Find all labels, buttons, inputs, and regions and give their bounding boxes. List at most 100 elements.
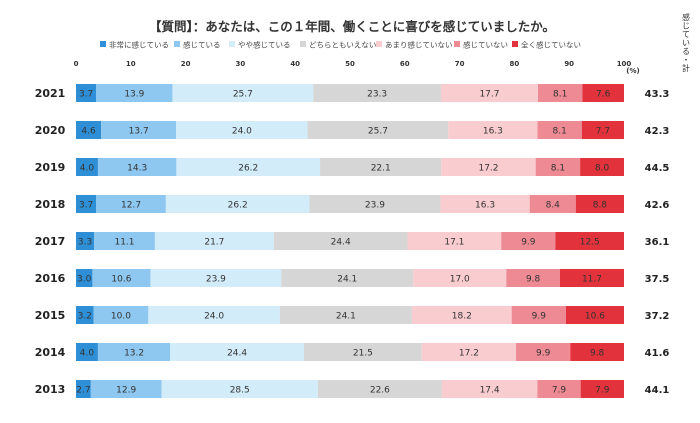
category-label: 2015	[35, 309, 66, 322]
chart-title: 【質問】：あなたは、この１年間、働くことに喜びを感じていましたか。	[149, 19, 555, 34]
category-label: 2021	[35, 87, 66, 100]
totals-header: 感じている・計	[682, 12, 690, 73]
bar-segment	[76, 195, 97, 213]
bar-segment	[101, 121, 177, 139]
bar-segment	[154, 232, 274, 250]
data-label: 3.0	[77, 275, 92, 285]
bar-segment	[94, 232, 155, 250]
data-label: 9.9	[532, 312, 547, 322]
data-label: 25.7	[233, 90, 253, 100]
data-label: 24.1	[337, 275, 357, 285]
data-label: 10.6	[585, 312, 605, 322]
data-label: 9.8	[590, 349, 605, 359]
bar-segment	[506, 269, 560, 287]
data-label: 17.2	[478, 164, 498, 174]
x-tick-label: 10	[126, 60, 136, 68]
bar-segment	[76, 158, 98, 176]
bar-segment	[440, 195, 530, 213]
bar-segment	[580, 158, 624, 176]
bar-segment	[76, 121, 102, 139]
data-label: 21.7	[204, 238, 224, 248]
bar-segment	[516, 343, 571, 361]
bar-segment	[279, 306, 412, 324]
bar-segment	[511, 306, 566, 324]
data-label: 3.7	[79, 201, 93, 211]
bar-segment	[421, 343, 517, 361]
x-tick-label: 80	[510, 60, 520, 68]
data-label: 4.0	[80, 349, 95, 359]
data-label: 9.9	[521, 238, 536, 248]
data-label: 8.8	[593, 201, 608, 211]
category-label: 2013	[35, 383, 66, 396]
totals: 43.3 42.3 44.5 42.6 36.1 37.5 37.2 41.6 44.1	[645, 89, 670, 396]
data-label: 24.1	[336, 312, 356, 322]
data-label: 8.1	[553, 90, 567, 100]
data-label: 17.2	[459, 349, 479, 359]
data-label: 12.7	[121, 201, 141, 211]
category-label: 2017	[35, 235, 66, 248]
bars: 2021 3.7 13.9 25.7 23.3 17.7 8.1 7.6 2020 4.6 13.7…	[35, 84, 624, 398]
legend-swatch	[376, 41, 382, 47]
data-label: 13.9	[124, 90, 144, 100]
bar-segment	[161, 380, 318, 398]
bar-segment	[529, 195, 576, 213]
data-label: 17.4	[480, 386, 500, 396]
data-label: 12.9	[116, 386, 136, 396]
legend-label: 感じている	[183, 40, 221, 50]
bar-segment	[565, 306, 624, 324]
x-tick-label: 90	[564, 60, 574, 68]
total-value: 37.5	[645, 274, 670, 285]
bar-segment	[176, 121, 308, 139]
bar-segment	[172, 84, 314, 102]
data-label: 8.0	[595, 164, 610, 174]
x-tick-label: 100	[617, 60, 632, 68]
category-label: 2014	[35, 346, 66, 359]
data-label: 4.6	[81, 127, 96, 137]
bar-segment	[570, 343, 624, 361]
legend-label: やや感じている	[238, 40, 291, 50]
x-tick-label: 60	[400, 60, 410, 68]
total-value: 44.5	[645, 163, 670, 174]
bar-segment	[148, 306, 280, 324]
bar-segment	[413, 269, 507, 287]
data-label: 3.2	[78, 312, 92, 322]
bar-segment	[559, 269, 624, 287]
data-label: 18.2	[452, 312, 472, 322]
legend-swatch	[300, 41, 306, 47]
bar-segment	[93, 306, 149, 324]
data-label: 7.7	[596, 127, 610, 137]
legend-label: 全く感じていない	[521, 40, 581, 50]
category-label: 2018	[35, 198, 66, 211]
bar-segment	[303, 343, 422, 361]
total-value: 42.6	[645, 200, 670, 211]
legend-label: 感じていない	[463, 40, 508, 50]
bar-segment	[165, 195, 310, 213]
data-label: 8.1	[553, 127, 567, 137]
bar-segment	[501, 232, 556, 250]
total-value: 43.3	[645, 89, 670, 100]
data-label: 3.3	[78, 238, 92, 248]
data-label: 13.7	[129, 127, 149, 137]
data-label: 11.1	[114, 238, 134, 248]
legend-label: あまり感じていない	[385, 40, 453, 50]
bar-segment	[313, 84, 441, 102]
data-label: 22.6	[370, 386, 390, 396]
data-label: 13.2	[124, 349, 144, 359]
total-value: 44.1	[645, 385, 670, 396]
bar-segment	[92, 269, 151, 287]
bar-segment	[76, 84, 97, 102]
bar-segment	[317, 380, 442, 398]
data-label: 21.5	[353, 349, 373, 359]
legend-swatch	[100, 41, 106, 47]
bar-segment	[582, 84, 624, 102]
legend-swatch	[512, 41, 518, 47]
category-label: 2020	[35, 124, 66, 137]
data-label: 23.3	[367, 90, 387, 100]
legend-swatch	[229, 41, 235, 47]
x-tick-label: 70	[455, 60, 465, 68]
data-label: 3.7	[79, 90, 93, 100]
total-value: 36.1	[645, 237, 670, 248]
data-label: 4.0	[80, 164, 95, 174]
bar-segment	[537, 380, 581, 398]
